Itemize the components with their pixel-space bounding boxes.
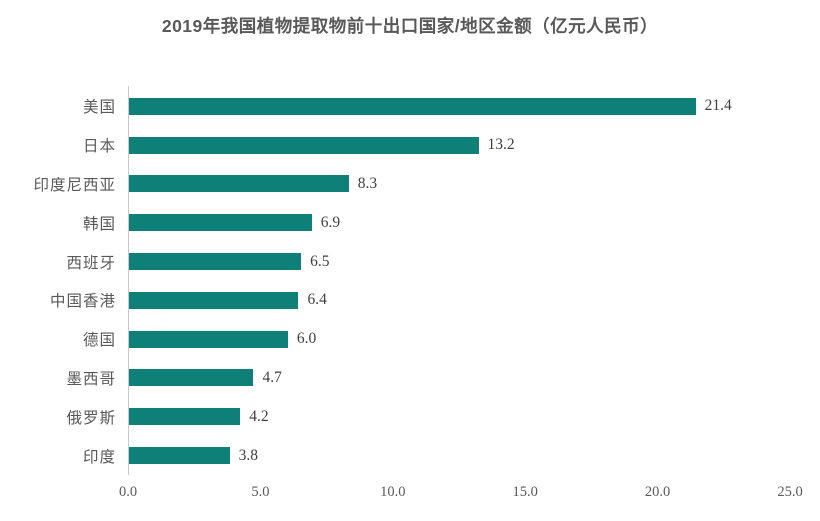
bar-row: 印度 3.8	[0, 436, 820, 475]
category-label: 俄罗斯	[66, 409, 116, 427]
value-label: 3.8	[238, 446, 258, 464]
bar-track: 6.5	[129, 253, 791, 271]
bar	[129, 253, 302, 271]
category-label: 德国	[82, 332, 116, 350]
bar	[129, 136, 479, 154]
bar-track: 3.8	[129, 447, 791, 465]
x-tick-label: 15.0	[512, 484, 538, 500]
bar	[129, 175, 349, 193]
bar	[129, 369, 254, 387]
bar-track: 4.7	[129, 369, 791, 387]
bar-track: 13.2	[129, 136, 791, 154]
value-label: 6.9	[320, 213, 341, 231]
bar	[129, 447, 230, 465]
bar-row: 德国 6.0	[0, 320, 820, 359]
y-axis-line	[128, 86, 129, 475]
bar-row: 韩国 6.9	[0, 203, 820, 242]
category-label: 西班牙	[66, 254, 116, 272]
category-label: 日本	[82, 138, 116, 156]
value-label: 8.3	[357, 174, 378, 192]
category-label: 韩国	[82, 215, 116, 233]
bar-row: 美国 21.4	[0, 87, 820, 126]
value-label: 21.4	[704, 97, 732, 115]
value-label: 6.4	[307, 291, 327, 309]
bar-track: 6.4	[129, 291, 791, 309]
plot-area: 美国 21.4 日本 13.2 印度尼西亚 8.3 韩国 6.9 西班牙 6.5 中国香港 6.4 德国…	[0, 87, 820, 475]
value-label: 4.2	[249, 407, 269, 425]
bar-row: 日本 13.2	[0, 126, 820, 165]
bar-row: 中国香港 6.4	[0, 281, 820, 320]
category-label: 美国	[82, 99, 116, 117]
bar-track: 4.2	[129, 408, 791, 426]
x-tick-label: 20.0	[644, 484, 671, 500]
category-label: 印度	[82, 448, 116, 466]
bar	[129, 97, 696, 115]
category-label: 墨西哥	[66, 370, 116, 388]
x-tick-label: 10.0	[380, 484, 406, 500]
bar	[129, 408, 241, 426]
bar-row: 俄罗斯 4.2	[0, 397, 820, 436]
bar	[129, 214, 312, 232]
x-tick-label: 5.0	[251, 484, 270, 500]
bar-track: 6.0	[129, 330, 791, 348]
bar-row: 墨西哥 4.7	[0, 359, 820, 398]
chart-title: 2019年我国植物提取物前十出口国家/地区金额（亿元人民币）	[161, 16, 659, 36]
bar	[129, 291, 299, 309]
bar-track: 6.9	[129, 214, 791, 232]
bar-row: 西班牙 6.5	[0, 242, 820, 281]
bar-track: 21.4	[129, 97, 791, 115]
bar	[129, 330, 288, 348]
category-label: 中国香港	[49, 293, 116, 311]
category-label: 印度尼西亚	[33, 176, 116, 194]
bar-track: 8.3	[129, 175, 791, 193]
x-axis: 0.0 5.0 10.0 15.0 20.0 25.0	[119, 484, 803, 506]
value-label: 6.0	[296, 330, 317, 348]
value-label: 6.5	[310, 252, 330, 270]
x-tick-label: 0.0	[118, 484, 138, 500]
value-label: 13.2	[487, 136, 515, 154]
x-tick-label: 25.0	[777, 484, 803, 500]
bar-row: 印度尼西亚 8.3	[0, 165, 820, 204]
value-label: 4.7	[262, 368, 282, 386]
